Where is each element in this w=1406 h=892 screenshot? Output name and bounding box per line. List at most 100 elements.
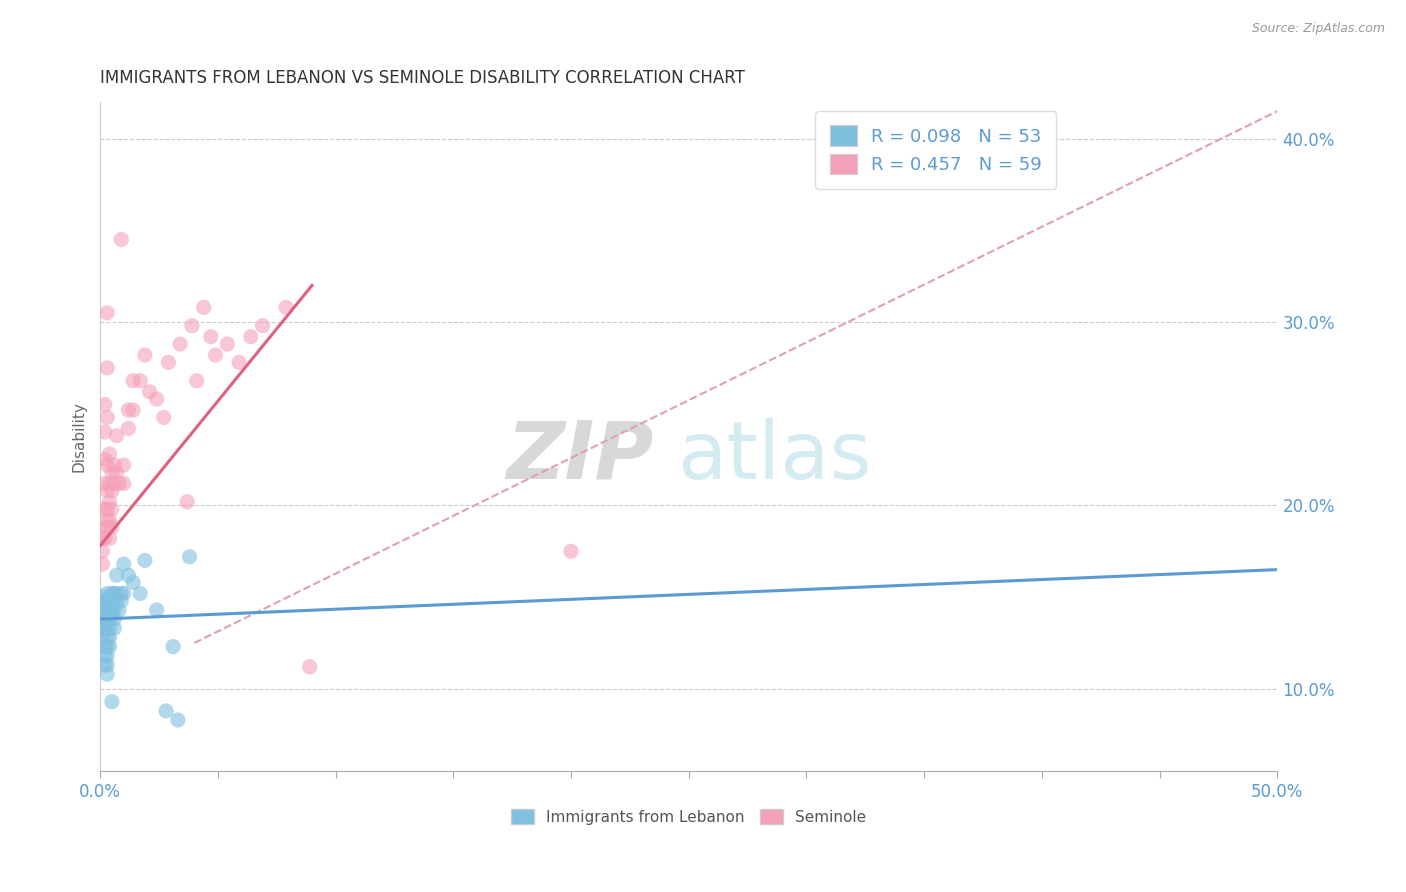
Point xyxy=(98,594,121,608)
Point xyxy=(108,476,131,491)
Point xyxy=(96,640,118,654)
Point xyxy=(103,458,125,472)
Point xyxy=(179,549,201,564)
Point xyxy=(91,612,114,626)
Point xyxy=(252,318,274,333)
Point xyxy=(129,586,152,600)
Point xyxy=(101,594,124,608)
Point xyxy=(157,355,180,369)
Point xyxy=(122,575,145,590)
Point xyxy=(94,657,117,672)
Point xyxy=(122,403,145,417)
Point xyxy=(560,544,582,558)
Point xyxy=(94,603,117,617)
Point xyxy=(155,704,177,718)
Point xyxy=(91,557,114,571)
Point xyxy=(94,476,117,491)
Point xyxy=(122,374,145,388)
Point xyxy=(98,476,121,491)
Point xyxy=(162,640,184,654)
Point xyxy=(96,513,118,527)
Text: ZIP: ZIP xyxy=(506,417,654,496)
Point xyxy=(152,410,174,425)
Point xyxy=(103,586,125,600)
Point xyxy=(110,233,132,247)
Point xyxy=(96,458,118,472)
Point xyxy=(101,586,124,600)
Legend: Immigrants from Lebanon, Seminole: Immigrants from Lebanon, Seminole xyxy=(505,803,873,830)
Point xyxy=(110,594,132,608)
Point xyxy=(134,348,156,362)
Point xyxy=(96,657,118,672)
Point xyxy=(239,329,262,343)
Point xyxy=(101,603,124,617)
Point xyxy=(98,532,121,546)
Point xyxy=(94,648,117,663)
Point xyxy=(96,621,118,635)
Point xyxy=(129,374,152,388)
Text: IMMIGRANTS FROM LEBANON VS SEMINOLE DISABILITY CORRELATION CHART: IMMIGRANTS FROM LEBANON VS SEMINOLE DISA… xyxy=(100,69,745,87)
Point xyxy=(96,612,118,626)
Point xyxy=(105,568,128,582)
Point xyxy=(276,301,298,315)
Point xyxy=(138,384,160,399)
Point xyxy=(103,612,125,626)
Point xyxy=(101,483,124,498)
Point xyxy=(96,360,118,375)
Point xyxy=(117,403,139,417)
Point xyxy=(101,466,124,480)
Point xyxy=(94,520,117,534)
Point xyxy=(217,337,239,351)
Point xyxy=(91,590,114,604)
Point xyxy=(96,483,118,498)
Text: atlas: atlas xyxy=(678,417,872,496)
Point xyxy=(134,553,156,567)
Point xyxy=(96,410,118,425)
Point xyxy=(112,586,135,600)
Point xyxy=(181,318,204,333)
Point xyxy=(91,603,114,617)
Point xyxy=(204,348,226,362)
Point xyxy=(94,502,117,516)
Y-axis label: Disability: Disability xyxy=(72,401,86,472)
Point xyxy=(103,621,125,635)
Point xyxy=(98,495,121,509)
Point xyxy=(96,306,118,320)
Point xyxy=(94,640,117,654)
Point xyxy=(101,502,124,516)
Point xyxy=(105,586,128,600)
Point xyxy=(94,425,117,439)
Point xyxy=(145,392,167,406)
Point xyxy=(94,621,117,635)
Point xyxy=(94,452,117,467)
Point xyxy=(98,631,121,645)
Point xyxy=(96,520,118,534)
Point xyxy=(169,337,191,351)
Point xyxy=(186,374,208,388)
Point xyxy=(112,557,135,571)
Point xyxy=(91,631,114,645)
Point xyxy=(96,667,118,681)
Point xyxy=(94,532,117,546)
Point xyxy=(112,458,135,472)
Point xyxy=(117,421,139,435)
Point xyxy=(94,398,117,412)
Point xyxy=(193,301,215,315)
Point xyxy=(108,603,131,617)
Point xyxy=(98,603,121,617)
Point xyxy=(105,594,128,608)
Point xyxy=(103,603,125,617)
Point xyxy=(91,544,114,558)
Point xyxy=(96,586,118,600)
Point xyxy=(96,648,118,663)
Point xyxy=(228,355,250,369)
Point xyxy=(98,513,121,527)
Point xyxy=(298,660,321,674)
Point xyxy=(94,612,117,626)
Point xyxy=(103,476,125,491)
Point xyxy=(176,495,198,509)
Point xyxy=(96,502,118,516)
Point xyxy=(105,429,128,443)
Point xyxy=(91,532,114,546)
Point xyxy=(98,621,121,635)
